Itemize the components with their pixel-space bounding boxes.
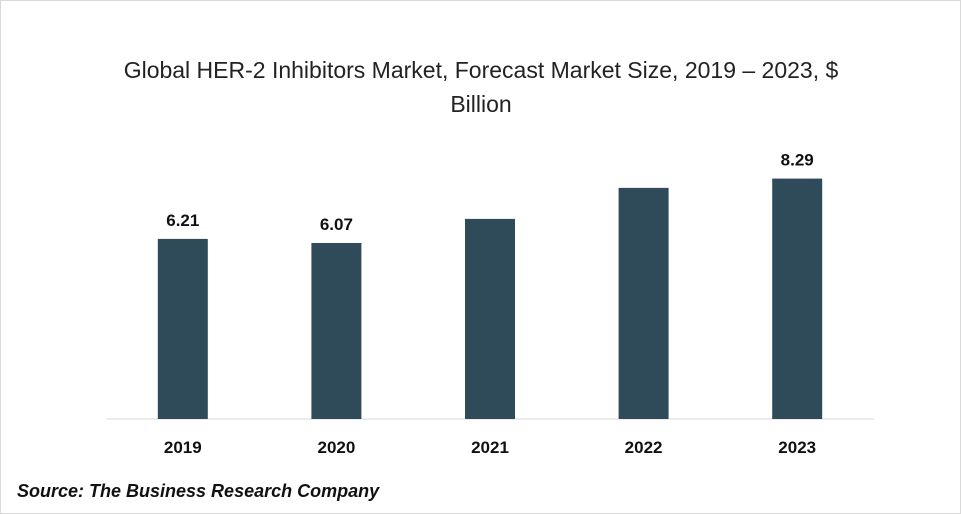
data-label-2020: 6.07 xyxy=(320,215,353,234)
bar-2019 xyxy=(157,238,208,419)
bar-2021 xyxy=(465,218,515,419)
source-note: Source: The Business Research Company xyxy=(17,481,380,501)
bar-2022 xyxy=(618,187,669,419)
bar-2023 xyxy=(772,178,823,419)
x-tick-label-2023: 2023 xyxy=(778,438,816,457)
bar-2020 xyxy=(311,242,362,419)
data-label-2019: 6.21 xyxy=(166,211,199,230)
data-label-2023: 8.29 xyxy=(781,151,814,170)
chart-title: Global HER-2 Inhibitors Market, Forecast… xyxy=(123,57,839,117)
x-tick-label-2020: 2020 xyxy=(317,438,355,457)
x-tick-label-2021: 2021 xyxy=(471,438,509,457)
x-tick-label-2019: 2019 xyxy=(164,438,202,457)
x-tick-label-2022: 2022 xyxy=(625,438,663,457)
